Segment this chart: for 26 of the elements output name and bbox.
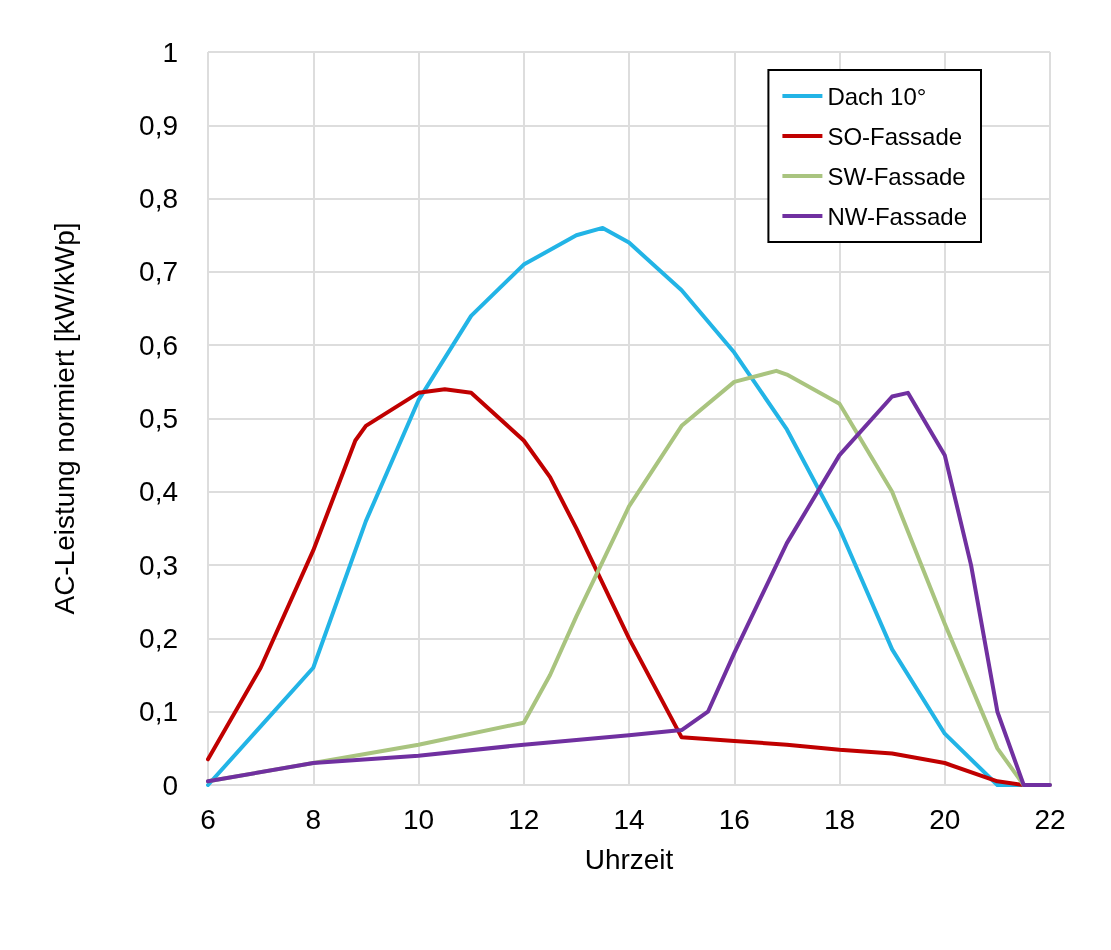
x-tick-label: 16 [718, 803, 750, 835]
x-tick-label: 6 [200, 803, 216, 835]
y-tick-label: 0,5 [139, 403, 178, 434]
y-tick-label: 0,8 [139, 183, 178, 215]
y-tick-label: 0 [162, 769, 178, 801]
y-tick-label: 0,4 [139, 476, 178, 508]
x-axis-title: Uhrzeit [584, 843, 674, 875]
y-axis-title: AC-Leistung normiert [kW/kWp] [48, 222, 80, 615]
legend-label: NW-Fassade [827, 202, 967, 230]
y-tick-label: 1 [162, 36, 178, 68]
x-tick-label: 20 [929, 803, 961, 835]
x-tick-label: 8 [305, 803, 322, 835]
x-tick-label: 12 [508, 803, 540, 835]
legend-label: SW-Fassade [827, 162, 966, 190]
y-tick-label: 0,9 [139, 109, 178, 141]
x-tick-label: 18 [823, 803, 856, 835]
legend-label: Dach 10° [827, 82, 927, 110]
legend-label: SO-Fassade [827, 122, 963, 150]
y-tick-label: 0,1 [139, 696, 178, 728]
y-tick-label: 0,7 [139, 256, 178, 288]
x-tick-label: 22 [1034, 803, 1066, 835]
x-tick-label: 10 [402, 803, 435, 835]
y-tick-label: 0,6 [139, 329, 178, 361]
y-tick-label: 0,3 [139, 549, 178, 581]
y-tick-label: 0,2 [139, 622, 178, 654]
x-tick-label: 14 [613, 803, 645, 835]
